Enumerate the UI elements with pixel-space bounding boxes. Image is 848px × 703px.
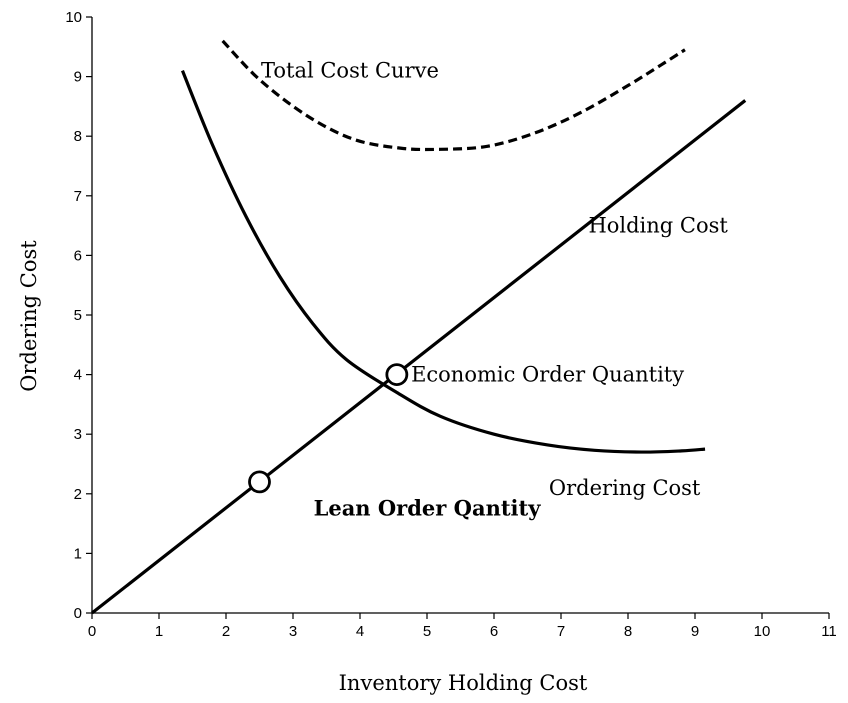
x-tick-label: 7 bbox=[557, 623, 565, 640]
series-line-total-cost-curve bbox=[221, 39, 686, 152]
axes: 0 1 2 3 4 5 6 7 8 9 10 11 0 1 2 3 4 5 6 7 8 9 10 bbox=[65, 9, 836, 640]
annotation-eoq: Economic Order Quantity bbox=[411, 363, 684, 387]
marker-lean-order-qantity bbox=[248, 470, 271, 494]
y-tick-label: 2 bbox=[74, 486, 82, 503]
x-tick-label: 6 bbox=[490, 623, 498, 640]
x-tick-label: 5 bbox=[423, 623, 431, 640]
series-line-ordering-cost bbox=[180, 70, 706, 454]
y-axis-title: Ordering Cost bbox=[17, 240, 41, 392]
annotation-holding: Holding Cost bbox=[588, 214, 728, 238]
y-tick-label: 7 bbox=[74, 188, 82, 205]
y-tick-label: 3 bbox=[74, 426, 82, 443]
x-tick-label: 9 bbox=[691, 623, 699, 640]
y-tick-label: 4 bbox=[74, 367, 82, 384]
y-tick-label: 10 bbox=[65, 9, 82, 26]
marker-economic-order-quantity bbox=[385, 363, 409, 387]
x-tick-label: 3 bbox=[289, 623, 297, 640]
y-tick-label: 5 bbox=[74, 307, 82, 324]
x-tick-label: 0 bbox=[88, 623, 96, 640]
annotation-ordering: Ordering Cost bbox=[549, 476, 701, 500]
x-tick-label: 1 bbox=[155, 623, 163, 640]
annotation-layer: Total Cost Curve Holding Cost Economic Ord… bbox=[261, 59, 728, 521]
annotation-lean: Lean Order Qantity bbox=[314, 496, 542, 521]
annotation-total: Total Cost Curve bbox=[261, 59, 439, 83]
y-tick-label: 0 bbox=[74, 605, 82, 622]
x-axis-title: Inventory Holding Cost bbox=[339, 671, 588, 695]
x-tick-label: 10 bbox=[754, 623, 771, 640]
y-tick-label: 9 bbox=[74, 69, 82, 86]
x-tick-label: 4 bbox=[356, 623, 364, 640]
x-tick-label: 8 bbox=[624, 623, 632, 640]
x-tick-label: 11 bbox=[821, 623, 837, 640]
y-tick-label: 6 bbox=[74, 247, 82, 264]
marker-layer bbox=[248, 363, 409, 494]
series-line-holding-cost bbox=[91, 99, 747, 615]
y-tick-label: 8 bbox=[74, 128, 82, 145]
series-layer bbox=[91, 39, 747, 615]
x-tick-label: 2 bbox=[222, 623, 230, 640]
y-tick-label: 1 bbox=[74, 545, 82, 562]
